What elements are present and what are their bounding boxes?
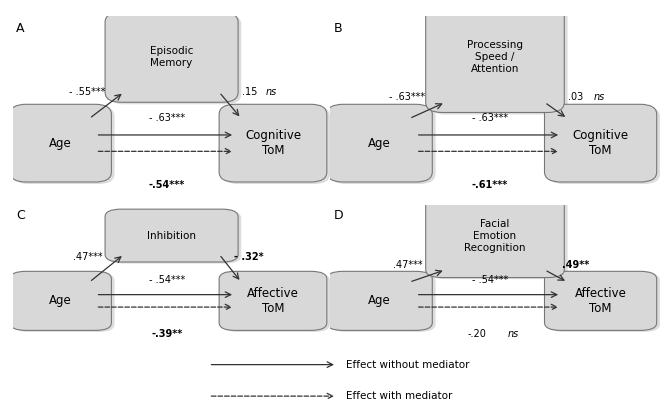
Text: .47***: .47*** [73,252,102,262]
Text: Age: Age [368,294,391,307]
Text: .47***: .47*** [393,260,422,270]
Text: .15: .15 [242,87,257,97]
Text: Cognitive
ToM: Cognitive ToM [572,129,629,157]
FancyBboxPatch shape [222,273,330,332]
FancyBboxPatch shape [222,106,330,184]
Text: - .54***: - .54*** [148,275,185,285]
FancyBboxPatch shape [105,209,238,262]
Text: - .54***: - .54*** [472,275,508,285]
Text: Cognitive
ToM: Cognitive ToM [245,129,301,157]
FancyBboxPatch shape [544,104,657,182]
FancyBboxPatch shape [327,271,432,330]
Text: Effect without mediator: Effect without mediator [346,360,470,370]
Text: ns: ns [266,87,277,97]
FancyBboxPatch shape [10,104,112,182]
Text: Age: Age [50,294,72,307]
Text: - .63***: - .63*** [389,92,426,102]
Text: A: A [16,22,25,36]
FancyBboxPatch shape [108,14,242,104]
FancyBboxPatch shape [548,106,660,184]
Text: Processing
Speed /
Attention: Processing Speed / Attention [467,40,523,74]
Text: Age: Age [50,137,72,150]
FancyBboxPatch shape [426,193,564,278]
Text: -.20: -.20 [467,329,486,339]
FancyBboxPatch shape [10,271,112,330]
Text: Facial
Emotion
Recognition: Facial Emotion Recognition [464,218,526,253]
FancyBboxPatch shape [429,4,568,115]
Text: -.54***: -.54*** [148,180,185,190]
Text: - .55***: - .55*** [69,87,106,97]
FancyBboxPatch shape [13,273,115,332]
Text: Episodic
Memory: Episodic Memory [150,46,193,68]
Text: Age: Age [368,137,391,150]
FancyBboxPatch shape [105,12,238,102]
Text: D: D [333,209,343,222]
Text: - .63***: - .63*** [472,113,508,123]
FancyBboxPatch shape [544,271,657,330]
Text: .49**: .49** [562,260,589,270]
FancyBboxPatch shape [426,2,564,112]
FancyBboxPatch shape [330,106,436,184]
Text: Effect with mediator: Effect with mediator [346,391,453,401]
FancyBboxPatch shape [108,211,242,263]
Text: Inhibition: Inhibition [147,231,196,240]
FancyBboxPatch shape [219,271,327,330]
Text: ns: ns [593,92,605,102]
FancyBboxPatch shape [13,106,115,184]
FancyBboxPatch shape [219,104,327,182]
Text: -.61***: -.61*** [472,180,508,190]
Text: Affective
ToM: Affective ToM [575,287,626,315]
Text: - .63***: - .63*** [148,113,185,123]
Text: Affective
ToM: Affective ToM [247,287,299,315]
Text: ns: ns [508,329,519,339]
Text: - .32*: - .32* [234,252,264,262]
FancyBboxPatch shape [429,195,568,279]
Text: .03: .03 [568,92,583,102]
FancyBboxPatch shape [330,273,436,332]
Text: -.39**: -.39** [151,329,182,339]
Text: C: C [16,209,25,222]
Text: B: B [333,22,342,36]
FancyBboxPatch shape [548,273,660,332]
FancyBboxPatch shape [327,104,432,182]
